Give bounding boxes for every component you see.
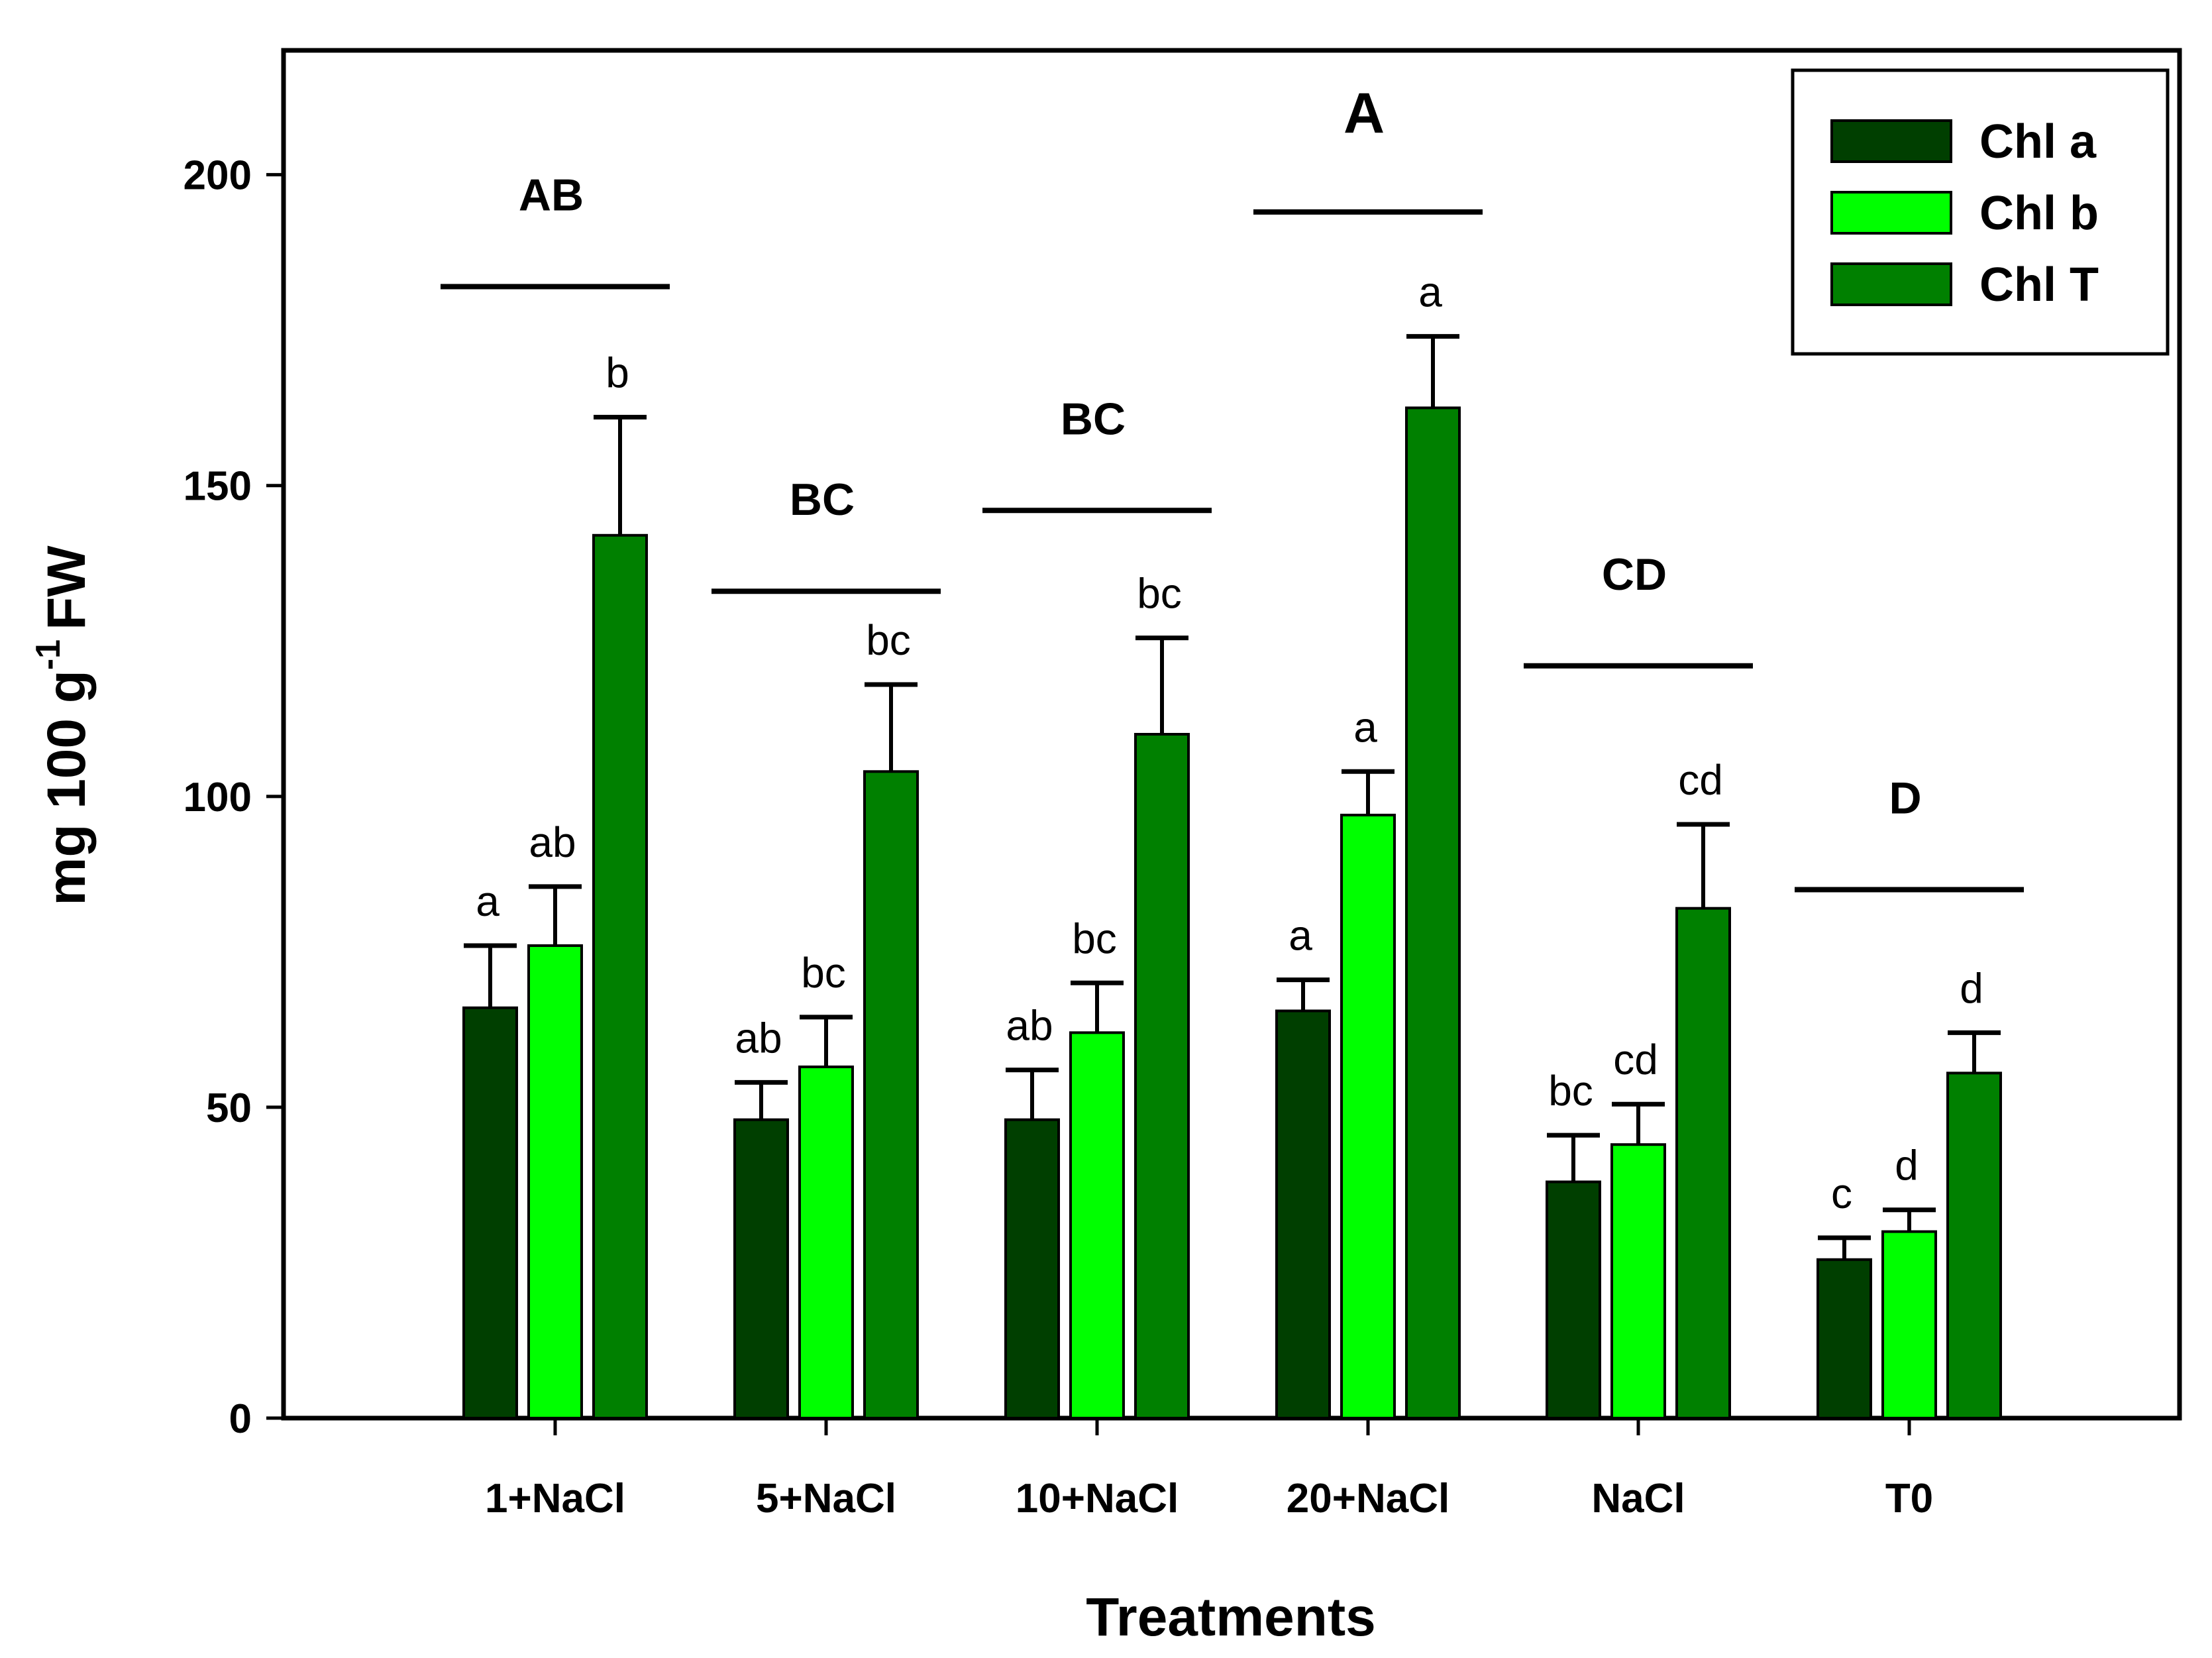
bar-chl-a-10-nacl — [1004, 1118, 1060, 1419]
significance-letter-chl-t-nacl: cd — [1678, 756, 1723, 804]
x-tick-label-20-nacl: 20+NaCl — [1287, 1476, 1449, 1521]
y-tick-label: 0 — [229, 1396, 252, 1442]
x-tick-label-1-nacl: 1+NaCl — [485, 1476, 625, 1521]
bar-chl-b-5-nacl — [798, 1065, 854, 1419]
y-tick-label: 200 — [184, 153, 252, 199]
significance-letter-chl-a-5-nacl: ab — [735, 1014, 782, 1062]
significance-letter-chl-b-t0: d — [1895, 1142, 1919, 1189]
significance-letter-chl-a-10-nacl: ab — [1006, 1002, 1053, 1050]
y-axis-title-main: mg 100 g — [36, 670, 97, 905]
bar-chl-a-5-nacl — [733, 1118, 789, 1419]
bar-chl-b-nacl — [1610, 1143, 1666, 1419]
group-letter-t0: D — [1889, 773, 1921, 824]
y-tick-label: 50 — [206, 1085, 252, 1131]
significance-letter-chl-t-1-nacl: b — [606, 349, 629, 397]
bar-chl-t-20-nacl — [1405, 406, 1461, 1419]
significance-letter-chl-b-1-nacl: ab — [529, 818, 576, 866]
legend: Chl a Chl b Chl T — [1791, 68, 2170, 356]
bar-chl-t-10-nacl — [1134, 733, 1190, 1419]
group-letter-20-nacl: A — [1343, 82, 1385, 145]
bar-chl-t-1-nacl — [592, 533, 648, 1419]
bar-chl-t-5-nacl — [863, 770, 919, 1419]
group-letter-10-nacl: BC — [1061, 394, 1126, 444]
plot-frame — [281, 48, 2182, 1421]
y-axis-title-suffix: FW — [36, 545, 97, 630]
significance-letter-chl-b-5-nacl: bc — [801, 949, 846, 997]
bar-chl-b-20-nacl — [1340, 813, 1396, 1419]
significance-letter-chl-t-10-nacl: bc — [1137, 570, 1182, 618]
bar-chl-a-1-nacl — [462, 1006, 518, 1420]
significance-letter-chl-a-t0: c — [1831, 1170, 1852, 1217]
x-axis-title: Treatments — [1086, 1587, 1376, 1647]
bar-chl-b-1-nacl — [527, 944, 583, 1419]
legend-label-chl-t: Chl T — [1979, 258, 2099, 311]
group-letter-nacl: CD — [1602, 549, 1667, 600]
legend-swatch-chl-a — [1830, 119, 1952, 163]
y-tick-label: 100 — [184, 775, 252, 820]
svg-text:mg 100 g-1FW: mg 100 g-1 FW — [29, 545, 97, 906]
significance-letter-chl-a-nacl: bc — [1548, 1067, 1593, 1115]
significance-letter-chl-b-10-nacl: bc — [1072, 914, 1117, 962]
bar-chl-a-20-nacl — [1275, 1009, 1331, 1420]
significance-letter-chl-a-1-nacl: a — [476, 877, 500, 925]
y-axis-title: mg 100 g-1 FW — [29, 545, 97, 906]
y-axis-title-superscript: -1 — [29, 639, 68, 670]
plot-layer: 0501001502001+NaClaabbAB5+NaClabbcbcBC10… — [184, 48, 2182, 1521]
significance-letter-chl-b-nacl: cd — [1613, 1036, 1658, 1083]
significance-letter-chl-t-t0: d — [1960, 964, 1983, 1012]
y-tick-label: 150 — [184, 464, 252, 510]
significance-letter-chl-t-20-nacl: a — [1418, 268, 1442, 316]
significance-letter-chl-t-5-nacl: bc — [866, 616, 911, 664]
x-tick-label-10-nacl: 10+NaCl — [1016, 1476, 1179, 1521]
group-letter-5-nacl: BC — [790, 474, 855, 525]
legend-label-chl-a: Chl a — [1979, 115, 2097, 168]
significance-letter-chl-b-20-nacl: a — [1353, 703, 1377, 751]
significance-letter-chl-a-20-nacl: a — [1289, 912, 1312, 960]
x-tick-label-5-nacl: 5+NaCl — [756, 1476, 896, 1521]
group-letter-1-nacl: AB — [519, 170, 584, 221]
bar-chl-t-t0 — [1946, 1072, 2002, 1419]
legend-label-chl-b: Chl b — [1979, 187, 2099, 240]
bar-chl-t-nacl — [1675, 907, 1731, 1419]
bar-chl-b-10-nacl — [1069, 1031, 1125, 1419]
x-tick-label-t0: T0 — [1885, 1476, 1933, 1521]
bar-chl-a-nacl — [1546, 1180, 1601, 1420]
legend-swatch-chl-b — [1830, 191, 1952, 235]
bar-chl-a-t0 — [1817, 1258, 1872, 1420]
legend-swatch-chl-t — [1830, 262, 1952, 306]
bar-chl-b-t0 — [1881, 1230, 1937, 1419]
x-tick-label-nacl: NaCl — [1591, 1476, 1685, 1521]
